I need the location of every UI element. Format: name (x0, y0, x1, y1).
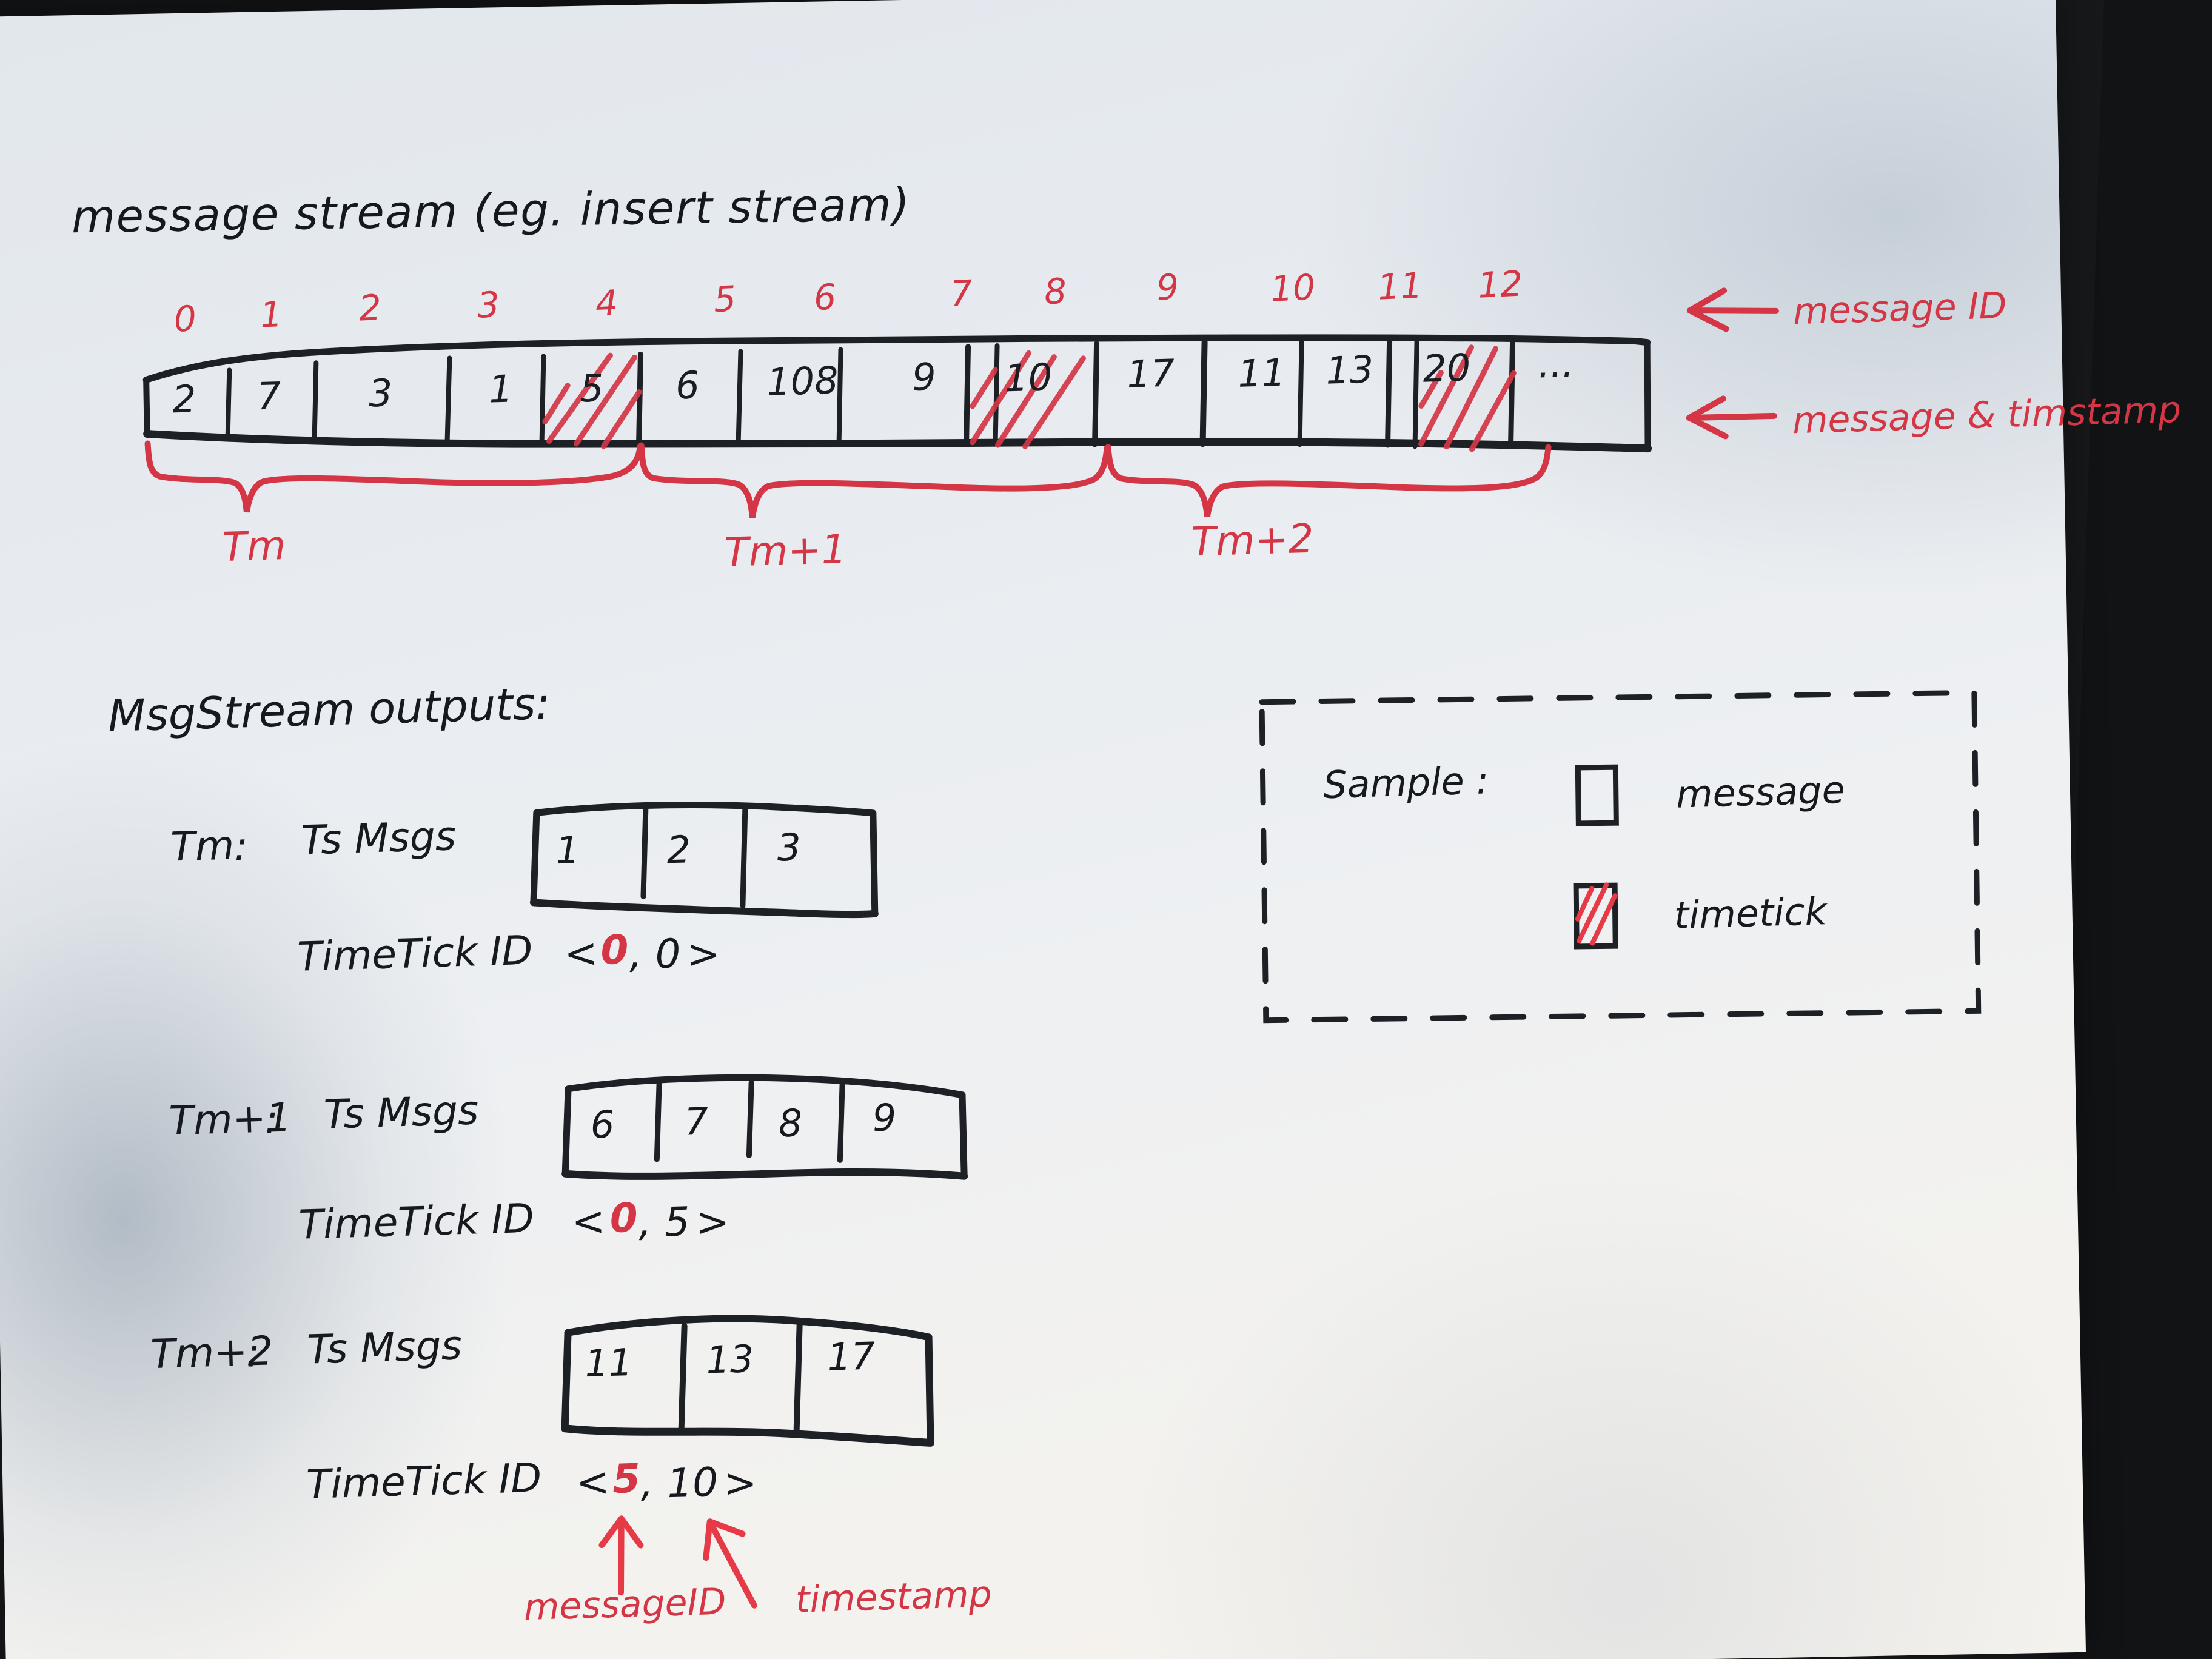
legend-label-message: message (1675, 767, 1846, 817)
legend-label-timetick: timetick (1673, 889, 1828, 938)
legend-panel: Sample : message timetick (0, 0, 2212, 1024)
legend-title: Sample : (1322, 758, 1490, 808)
